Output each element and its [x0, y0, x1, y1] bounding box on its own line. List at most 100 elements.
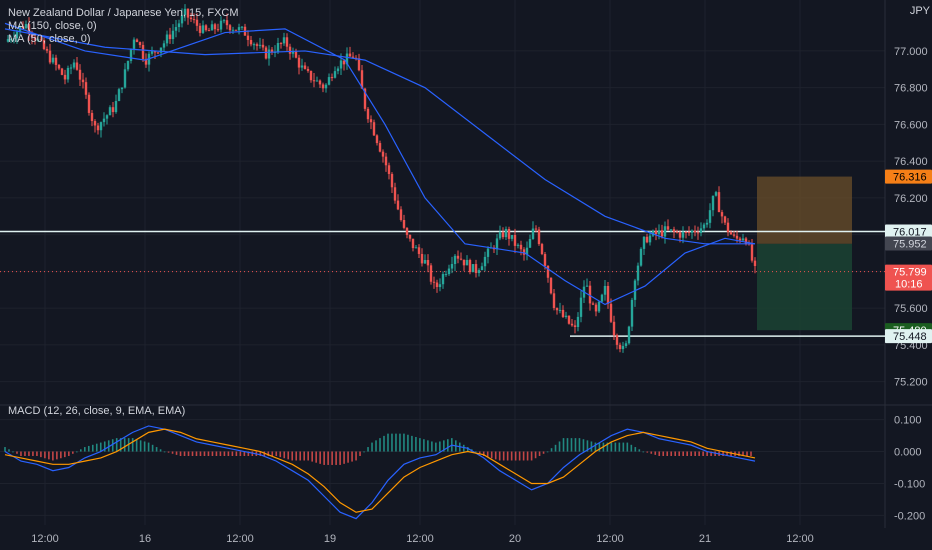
candle-body [552, 293, 556, 309]
candle-body [279, 43, 283, 45]
macd-histogram-bar [239, 451, 242, 456]
macd-histogram-bar [327, 451, 329, 465]
candle-body [540, 244, 544, 255]
candle-body [480, 266, 484, 271]
candle-body [459, 258, 463, 260]
macd-histogram-bar [219, 451, 222, 456]
macd-histogram-bar [291, 451, 294, 461]
candle-body [555, 308, 559, 311]
macd-histogram-bar [662, 451, 665, 456]
candle-body [741, 238, 745, 241]
candle-body [6, 39, 10, 42]
macd-histogram-bar [183, 451, 186, 456]
candle-body [597, 301, 601, 312]
macd-histogram-bar [682, 451, 684, 456]
macd-histogram-bar [750, 451, 752, 456]
candle-body [408, 234, 412, 239]
macd-histogram-bar [40, 451, 42, 458]
candle-body [600, 294, 604, 302]
macd-histogram-bar [486, 451, 489, 458]
candle-body [663, 226, 667, 237]
macd-histogram-bar [387, 433, 389, 452]
macd-histogram-bar [339, 451, 341, 465]
macd-histogram-bar [379, 438, 381, 452]
macd-histogram-bar [690, 451, 692, 456]
candle-body [573, 325, 577, 328]
macd-histogram-bar [375, 440, 377, 452]
price-tag-label: 75.799 [893, 267, 927, 279]
macd-histogram-bar [20, 451, 22, 456]
candle-body [357, 58, 361, 71]
macd-histogram-bar [131, 438, 134, 452]
macd-histogram-bar [227, 451, 230, 456]
candle-body [504, 228, 508, 238]
candle-body [519, 244, 523, 250]
candle-body [144, 58, 148, 65]
candle-body [579, 297, 583, 317]
macd-histogram-bar [403, 433, 405, 452]
candle-body [45, 49, 49, 51]
macd-histogram-bar [570, 438, 573, 452]
macd-histogram-bar [658, 451, 661, 456]
candle-body [411, 238, 415, 249]
candle-body [156, 52, 160, 54]
take-profit-zone [757, 243, 852, 331]
candle-body [675, 231, 679, 233]
macd-histogram-bar [8, 449, 10, 452]
y-tick-label: 75.200 [894, 377, 928, 389]
candle-body [507, 228, 511, 239]
macd-histogram-bar [443, 440, 445, 452]
candle-body [639, 248, 643, 266]
price-tag-stop [885, 169, 932, 184]
candle-body [249, 39, 253, 45]
macd-histogram-bar [742, 451, 744, 456]
macd-histogram-bar [119, 438, 122, 452]
candle-body [654, 230, 658, 235]
candle-body [96, 125, 100, 131]
candle-body [669, 229, 673, 231]
candle-body [120, 87, 124, 90]
macd-y-tick-label: -0.200 [894, 510, 925, 522]
candle-body [183, 8, 187, 16]
macd-histogram-bar [79, 449, 82, 452]
macd-histogram-bar [586, 440, 589, 452]
candle-body [81, 79, 85, 83]
candle-body [423, 259, 427, 264]
macd-histogram-bar [666, 451, 669, 456]
macd-histogram-bar [367, 447, 369, 452]
macd-histogram-bar [115, 438, 118, 452]
candle-body [723, 216, 727, 223]
candle-body [588, 285, 592, 304]
candle-body [264, 47, 268, 59]
macd-histogram-bar [558, 441, 561, 452]
chart-title: New Zealand Dollar / Japanese Yen, 15, F… [8, 7, 239, 19]
candle-body [345, 53, 349, 65]
candle-body [228, 25, 232, 31]
candle-body [99, 122, 103, 131]
ma-50-legend: MA (50, close, 0) [8, 33, 91, 45]
macd-histogram-bar [642, 451, 645, 453]
candle-body [414, 247, 418, 249]
candle-body [393, 187, 397, 201]
macd-histogram-bar [395, 433, 397, 452]
macd-histogram-bar [331, 451, 333, 465]
macd-histogram-bar [271, 451, 274, 456]
candle-body [48, 50, 52, 63]
candle-body [84, 82, 88, 95]
macd-histogram-bar [76, 451, 78, 453]
macd-histogram-bar [223, 451, 226, 456]
candle-body [321, 84, 325, 89]
candle-body [477, 270, 481, 274]
macd-histogram-bar [415, 436, 417, 452]
macd-histogram-bar [211, 451, 214, 456]
macd-histogram-bar [48, 451, 50, 460]
candle-body [150, 51, 154, 54]
macd-histogram-bar [654, 451, 657, 455]
candle-body [177, 23, 181, 28]
macd-histogram-bar [311, 451, 313, 462]
macd-histogram-bar [175, 451, 178, 455]
candle-body [111, 107, 115, 113]
candle-body [501, 232, 505, 238]
price-tag-label: 76.316 [893, 172, 927, 184]
